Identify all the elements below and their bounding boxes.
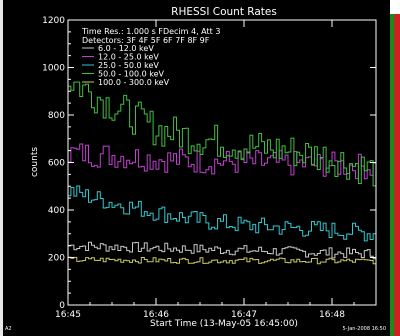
info-line-detectors: Detectors: 3F 4F 5F 6F 7F 8F 9F <box>82 36 210 45</box>
x-tick-label: 16:48 <box>319 310 345 320</box>
x-axis-label: Start Time (13-May-05 16:45:00) <box>150 319 298 329</box>
legend-entry: 25.0 - 50.0 keV <box>98 61 159 70</box>
left-window-edge <box>0 0 3 336</box>
y-tick-label: 200 <box>48 254 65 264</box>
series-traces <box>68 81 376 265</box>
footer-left-label: A2 <box>5 326 12 332</box>
info-line-resolution: Time Res.: 1.000 s FDecim 4, Att 3 <box>81 27 220 36</box>
series-line-0 <box>68 241 376 260</box>
chart-title: RHESSI Count Rates <box>171 6 277 18</box>
x-tick-label: 16:46 <box>143 310 169 320</box>
series-line-2 <box>68 185 376 242</box>
y-tick-label: 600 <box>48 159 65 169</box>
legend-entry: 50.0 - 100.0 keV <box>98 70 165 79</box>
y-tick-label: 1000 <box>42 64 65 74</box>
legend-entry: 100.0 - 300.0 keV <box>98 78 170 87</box>
legend-entry: 6.0 - 12.0 keV <box>98 44 154 53</box>
footer-timestamp: 5-Jan-2008 16:50 <box>343 326 387 332</box>
legend: Time Res.: 1.000 s FDecim 4, Att 3 Detec… <box>81 27 220 87</box>
right-window-edge-top <box>390 0 400 14</box>
y-tick-label: 800 <box>48 111 65 121</box>
right-window-edge <box>390 0 400 336</box>
series-line-4 <box>68 256 376 265</box>
legend-entry: 12.0 - 25.0 keV <box>98 53 159 62</box>
y-tick-label: 400 <box>48 206 65 216</box>
series-line-1 <box>68 143 376 180</box>
x-tick-label: 16:47 <box>231 310 257 320</box>
y-tick-label: 0 <box>59 301 65 311</box>
y-tick-label: 1200 <box>42 16 65 26</box>
series-line-3 <box>68 81 376 187</box>
x-tick-label: 16:45 <box>55 310 81 320</box>
y-axis-label: counts <box>30 147 40 177</box>
x-axis: 16:45 16:46 16:47 16:48 <box>55 20 377 320</box>
y-axis: 0 200 400 600 800 1000 1200 <box>42 16 376 311</box>
